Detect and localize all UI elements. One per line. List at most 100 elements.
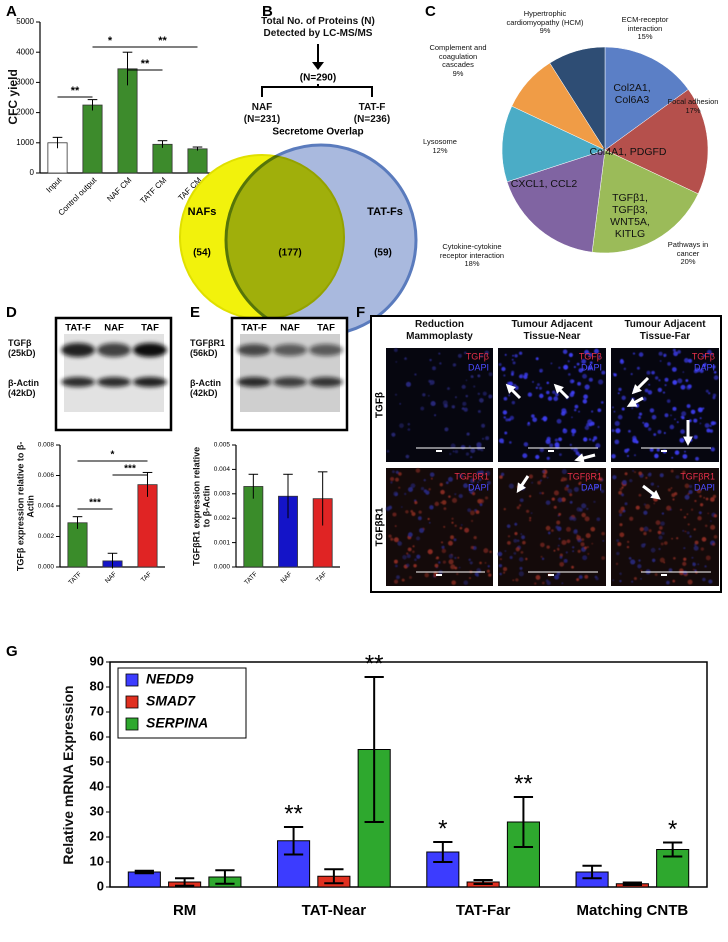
blot-band — [97, 343, 131, 357]
legend-label: SERPINA — [146, 715, 208, 731]
cell-dot — [470, 478, 475, 484]
cell-dot — [657, 429, 662, 434]
cell-dot — [558, 366, 561, 369]
pie-percent: 18% — [464, 259, 480, 268]
y-axis-label: CFC yield — [6, 69, 21, 125]
pie-slice — [549, 46, 606, 151]
cell-dot — [461, 384, 466, 389]
cell-dot — [444, 427, 449, 432]
cell-dot — [570, 390, 575, 395]
cell-dot — [440, 541, 444, 544]
cell-dot — [395, 564, 398, 568]
cell-dot — [699, 422, 702, 425]
cell-dot — [690, 508, 694, 511]
pie-slice — [501, 105, 606, 183]
cell-dot — [619, 579, 622, 583]
cell-dot — [545, 439, 551, 445]
cell-dot — [632, 435, 637, 441]
cell-dot — [526, 509, 530, 513]
y-tick-label: 50 — [90, 753, 104, 768]
cell-dot — [554, 442, 560, 448]
cell-dot — [429, 505, 434, 510]
cell-dot — [519, 498, 524, 503]
cell-dot — [451, 580, 456, 585]
cell-dot — [390, 481, 393, 484]
counterstain-label: DAPI — [468, 482, 489, 492]
cell-dot — [450, 564, 456, 570]
cell-dot — [617, 542, 622, 547]
cell-dot — [441, 548, 447, 554]
cell-dot — [600, 401, 604, 404]
cell-dot — [484, 561, 487, 564]
cell-dot — [684, 530, 687, 533]
cell-dot — [601, 531, 605, 536]
x-tick-label: TAT-Near — [302, 902, 367, 919]
cell-dot — [441, 500, 447, 505]
error-bar — [174, 877, 195, 887]
cell-dot — [690, 439, 693, 442]
cell-dot — [666, 399, 671, 403]
y-axis-label: TGFβ expression relative to β-Actin — [15, 441, 36, 571]
error-bar — [122, 51, 133, 86]
cell-dot — [618, 509, 624, 514]
cell-dot — [621, 493, 625, 497]
counterstain-label: DAPI — [694, 482, 715, 492]
pie-percent: 15% — [637, 32, 653, 41]
cell-dot — [640, 569, 643, 572]
cell-dot — [561, 539, 567, 546]
cell-dot — [643, 503, 646, 506]
error-bar — [663, 841, 683, 858]
cell-dot — [659, 557, 665, 563]
cell-dot — [535, 386, 538, 390]
cell-dot — [688, 358, 693, 363]
counterstain-label: DAPI — [468, 362, 489, 372]
counterstain-label: DAPI — [694, 362, 715, 372]
panel-label: A — [6, 3, 17, 20]
cell-dot — [619, 487, 623, 491]
cell-dot — [654, 376, 659, 380]
arrow-head — [626, 398, 638, 407]
cell-dot — [581, 503, 587, 509]
cell-dot — [535, 454, 540, 460]
cell-dot — [390, 477, 395, 482]
cell-dot — [478, 478, 482, 482]
cell-dot — [393, 348, 398, 353]
cell-dot — [628, 556, 632, 560]
x-tick-label: NAF — [104, 571, 118, 585]
cell-dot — [702, 577, 706, 582]
cell-dot — [692, 568, 695, 571]
cell-dot — [405, 454, 410, 459]
pie-slice — [604, 46, 689, 151]
cell-dot — [410, 509, 414, 513]
cell-dot — [498, 362, 502, 367]
pie-inner-label: TGFβ1, TGFβ3, WNT5A, KITLG — [610, 192, 650, 241]
cell-dot — [465, 477, 468, 480]
cell-dot — [651, 558, 656, 563]
cell-dot — [475, 510, 480, 514]
cell-dot — [612, 579, 615, 582]
cell-dot — [629, 479, 633, 483]
cell-dot — [612, 406, 614, 409]
cell-dot — [485, 436, 490, 441]
panel-label: G — [6, 643, 18, 660]
cell-dot — [450, 443, 456, 449]
y-axis-label: TGFβR1 expression relative to β-Actin — [191, 446, 212, 566]
error-bar — [473, 879, 493, 885]
cell-dot — [569, 500, 573, 504]
cell-dot — [502, 410, 508, 415]
cell-dot — [460, 524, 463, 526]
x-tick-label: NAF CM — [105, 175, 133, 203]
cell-dot — [614, 439, 620, 445]
cell-dot — [551, 497, 555, 501]
cell-dot — [705, 497, 709, 501]
cell-dot — [683, 557, 687, 561]
panel-label: B — [262, 3, 273, 20]
cell-dot — [616, 539, 620, 542]
cell-dot — [481, 437, 485, 440]
cell-dot — [675, 475, 680, 479]
error-bar — [317, 471, 328, 526]
cell-dot — [571, 379, 575, 383]
cell-dot — [617, 414, 623, 420]
cell-dot — [507, 540, 511, 545]
cell-dot — [394, 393, 398, 396]
